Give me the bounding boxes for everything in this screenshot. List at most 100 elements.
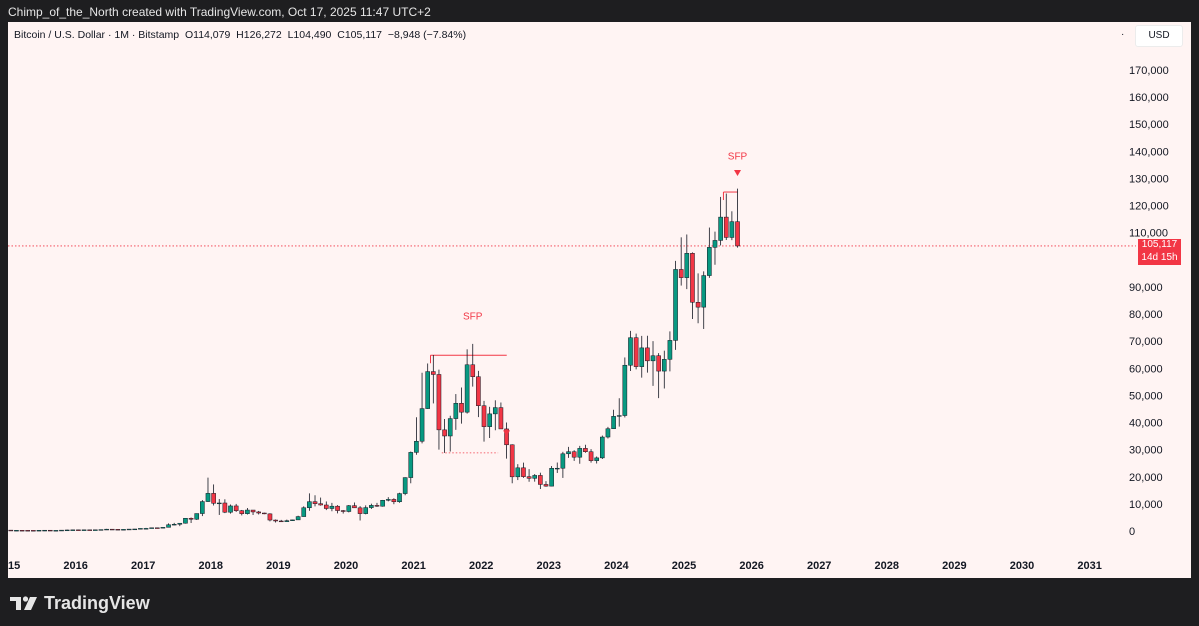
candle-body (205, 493, 211, 502)
x-tick-label: 2015 (8, 560, 20, 572)
candle-body (352, 505, 357, 509)
y-tick-label: 160,000 (1129, 92, 1169, 104)
candle-body (138, 528, 143, 530)
y-tick-label: 150,000 (1129, 119, 1169, 131)
candle-body (183, 518, 188, 524)
x-tick-label: 2020 (334, 560, 358, 572)
candle-body (391, 499, 397, 503)
candle-body (194, 513, 200, 520)
candle-body (295, 516, 301, 521)
candle-body (464, 364, 470, 413)
y-tick-label: 120,000 (1129, 201, 1169, 213)
candle-body (549, 468, 554, 487)
candle-body (250, 509, 256, 513)
footer-brand: TradingView (44, 592, 150, 613)
candle-body (712, 240, 718, 248)
candle-body (369, 505, 374, 508)
open-label: O (184, 29, 194, 41)
candle-body (363, 507, 369, 514)
candle-body (481, 405, 487, 427)
x-tick-label: 2029 (942, 560, 966, 572)
y-tick-label: 50,000 (1129, 390, 1163, 402)
tradingview-logo-icon (10, 596, 37, 611)
candle-body (160, 527, 166, 529)
candle-body (200, 501, 205, 514)
candle-body (19, 530, 25, 532)
candle-body (301, 507, 307, 517)
candle-body (245, 509, 250, 514)
candle-body (171, 524, 177, 526)
candle-body (81, 529, 87, 531)
candle-body (667, 340, 673, 360)
candle-body (526, 476, 532, 479)
symbol-legend: Bitcoin / U.S. Dollar · 1M · Bitstamp O1… (14, 29, 466, 41)
bar-countdown: 14d 15h (1141, 251, 1178, 263)
x-tick-label: 2016 (63, 560, 87, 572)
candle-body (290, 519, 295, 521)
candle-body (8, 529, 14, 532)
candle-body (284, 520, 290, 522)
candle-body (583, 448, 588, 452)
candle-body (312, 501, 318, 504)
candle-body (402, 477, 408, 494)
sfp-arrow-icon (503, 430, 511, 437)
candle-body (25, 530, 31, 532)
candle-body (154, 527, 160, 529)
price-chart[interactable]: 0 10,000 20,000 30,000 40,000 50,000 60,000 70,… (8, 22, 1191, 578)
candle-body (98, 529, 104, 531)
footer: TradingView (10, 592, 150, 614)
candle-body (14, 530, 19, 532)
candle-body (262, 512, 267, 515)
candle-body (374, 505, 380, 507)
candle-body (70, 529, 76, 531)
candle-body (690, 253, 695, 303)
candle-body (645, 347, 650, 362)
candle-body (47, 529, 53, 532)
menu-dot[interactable]: · (1121, 29, 1125, 40)
sfp-annotation-label: SFP (728, 151, 748, 162)
y-tick-label: 170,000 (1129, 65, 1169, 77)
candle-body (509, 444, 515, 478)
candle-body (109, 528, 115, 531)
candle-body (166, 524, 171, 528)
candle-body (307, 501, 312, 509)
open-value: 114,079 (193, 29, 231, 41)
candle-body (447, 418, 453, 437)
candle-body (357, 507, 363, 514)
candle-body (188, 518, 194, 520)
candle-body (278, 520, 284, 523)
x-tick-label: 2026 (739, 560, 763, 572)
y-tick-label: 140,000 (1129, 146, 1169, 158)
candle-body (650, 355, 656, 362)
y-tick-label: 10,000 (1129, 499, 1163, 511)
candle-body (273, 519, 278, 522)
x-tick-label: 2021 (401, 560, 425, 572)
candle-body (436, 374, 442, 431)
last-price-label: 105,117 14d 15h (1138, 239, 1181, 265)
candle-body (723, 216, 729, 238)
y-tick-label: 70,000 (1129, 336, 1163, 348)
candle-body (132, 528, 138, 531)
candle-body (701, 275, 707, 308)
candle-body (543, 484, 549, 487)
chart-panel[interactable]: 0 10,000 20,000 30,000 40,000 50,000 60,000 70,… (8, 22, 1191, 578)
candle-body (115, 529, 121, 531)
currency-button[interactable]: USD (1135, 25, 1183, 47)
candle-body (611, 416, 616, 429)
last-price-value: 105,117 (1141, 239, 1178, 250)
candle-body (594, 457, 599, 461)
candle-body (639, 347, 645, 367)
change-value: −8,948 (−7.84%) (387, 29, 467, 41)
candle-body (233, 505, 239, 511)
y-tick-label: 110,000 (1129, 228, 1168, 240)
candle-body (211, 493, 216, 504)
candle-body (143, 528, 149, 530)
candle-body (419, 408, 425, 442)
x-tick-label: 2028 (875, 560, 899, 572)
candle-body (735, 221, 740, 247)
candle-body (560, 453, 566, 469)
candle-body (718, 216, 723, 241)
y-tick-label: 0 (1129, 526, 1135, 538)
candle-body (571, 451, 577, 458)
candle-body (121, 529, 126, 531)
